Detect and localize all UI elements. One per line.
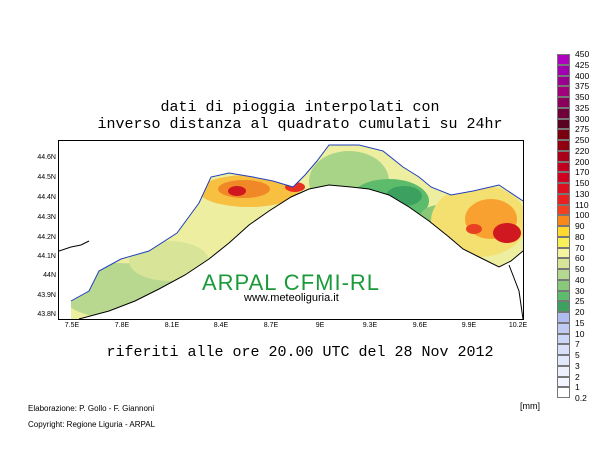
legend-tick-label: 200 [575, 156, 590, 167]
legend-tick-label: 250 [575, 135, 590, 145]
map-title-line2: inverso distanza al quadrato cumulati su… [97, 116, 503, 133]
lat-label: 44.1N [37, 253, 56, 260]
lon-label: 9E [315, 322, 325, 329]
legend-swatch [557, 75, 570, 87]
legend-tick-label: 100 [575, 210, 590, 221]
legend-tick-label: 15 [575, 317, 585, 328]
legend-swatch [557, 387, 570, 398]
legend-swatch [557, 64, 570, 76]
legend-tick-label: 375 [575, 81, 590, 92]
lat-label: 44.2N [37, 234, 56, 241]
legend-swatch [557, 129, 570, 140]
legend-swatch [557, 322, 570, 334]
arpal-watermark: ARPAL CFMI-RL [202, 270, 381, 295]
legend-tick-label: 170 [575, 167, 590, 178]
legend-tick-label: 30 [575, 285, 585, 296]
legend-tick-label: 70 [575, 242, 585, 253]
lat-label: 43.9N [37, 292, 56, 299]
legend-swatch [557, 236, 570, 248]
legend-tick-label: 130 [575, 188, 590, 199]
lat-label: 44.4N [37, 194, 56, 201]
legend-tick-label: 40 [575, 274, 585, 285]
legend-swatch [557, 140, 570, 151]
legend-swatch [557, 86, 570, 97]
legend-tick-label: 60 [575, 253, 585, 264]
legend-tick-label: 0.2 [575, 393, 587, 403]
legend-swatch [557, 301, 570, 312]
legend-swatch [557, 107, 570, 119]
legend-tick-label: 110 [575, 199, 589, 210]
legend-swatch [557, 215, 570, 226]
legend-swatch [557, 279, 570, 291]
legend-tick-label: 275 [575, 124, 590, 135]
lon-label: 9.6E [412, 322, 428, 329]
lon-label: 7.5E [64, 322, 80, 329]
legend-tick-label: 80 [575, 231, 585, 242]
legend-tick-label: 10 [575, 328, 585, 339]
legend-swatch [557, 161, 570, 173]
legend-swatch [557, 247, 570, 259]
legend-swatch [557, 344, 570, 355]
legend-tick-label: 1 [575, 382, 580, 393]
legend-swatch [557, 269, 570, 280]
legend-tick-label: 450 [575, 49, 590, 59]
map-title-line1: dati di pioggia interpolati con [160, 99, 440, 116]
lat-label: 43.8N [37, 311, 56, 318]
legend-swatch [557, 226, 570, 237]
legend-tick-label: 325 [575, 102, 590, 113]
color-legend [557, 54, 570, 398]
lat-label: 44.6N [37, 154, 56, 161]
legend-unit: [mm] [520, 401, 540, 411]
legend-tick-label: 7 [575, 339, 580, 350]
legend-tick-label: 150 [575, 178, 590, 188]
legend-swatch [557, 193, 570, 205]
lon-label: 9.3E [362, 322, 378, 329]
lat-label: 44.5N [37, 174, 56, 181]
legend-swatch [557, 97, 570, 108]
legend-tick-label: 220 [575, 145, 590, 156]
legend-swatch [557, 204, 570, 216]
legend-tick-label: 20 [575, 307, 585, 317]
legend-tick-label: 5 [575, 350, 580, 360]
lat-label: 44N [43, 272, 56, 279]
legend-swatch [557, 54, 570, 65]
legend-tick-label: 25 [575, 296, 585, 307]
legend-swatch [557, 172, 570, 183]
website-watermark: www.meteoliguria.it [244, 292, 339, 304]
legend-swatch [557, 365, 570, 377]
legend-tick-label: 425 [575, 59, 590, 70]
liguria-rainfall-svg [59, 144, 523, 319]
legend-swatch [557, 355, 570, 366]
legend-tick-label: 90 [575, 221, 585, 231]
rainfall-map [58, 140, 524, 320]
lon-label: 10.2E [508, 322, 528, 329]
legend-swatch [557, 312, 570, 323]
lon-label: 9.9E [461, 322, 477, 329]
legend-tick-label: 3 [575, 360, 580, 371]
legend-tick-label: 350 [575, 92, 590, 102]
legend-tick-label: 50 [575, 264, 585, 274]
lon-label: 8.1E [164, 322, 180, 329]
legend-swatch [557, 333, 570, 345]
lon-label: 8.7E [263, 322, 279, 329]
legend-swatch [557, 118, 570, 130]
legend-swatch [557, 183, 570, 194]
legend-swatch [557, 258, 570, 269]
legend-tick-label: 300 [575, 113, 590, 124]
copyright: Copyright: Regione Liguria - ARPAL [28, 420, 156, 429]
legend-tick-label: 2 [575, 371, 580, 382]
legend-swatch [557, 150, 570, 162]
legend-tick-label: 400 [575, 70, 590, 81]
lat-label: 44.3N [37, 214, 56, 221]
credits: Elaborazione: P. Gollo - F. Giannoni [28, 404, 155, 413]
reference-time: riferiti alle ore 20.00 UTC del 28 Nov 2… [106, 344, 494, 361]
legend-swatch [557, 290, 570, 302]
lon-label: 8.4E [213, 322, 229, 329]
legend-swatch [557, 376, 570, 388]
lon-label: 7.8E [114, 322, 130, 329]
